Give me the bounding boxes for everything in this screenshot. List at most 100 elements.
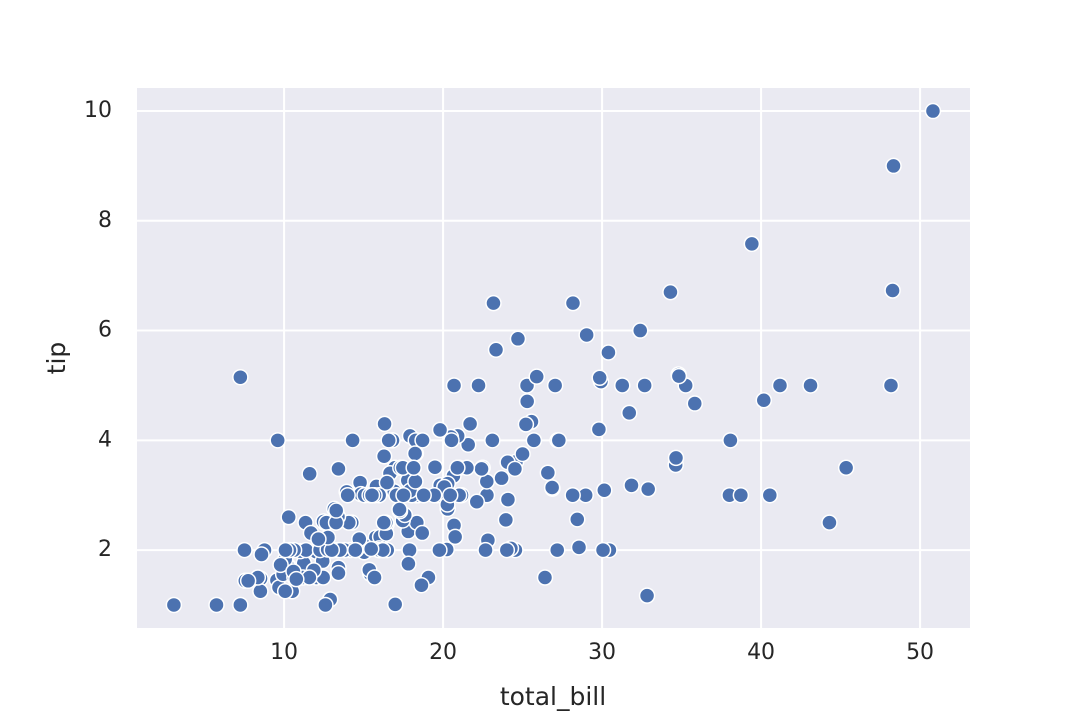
point [546,377,564,394]
x-tick-label: 30 [588,640,616,665]
point [493,469,510,487]
point [885,157,902,175]
point [288,570,305,588]
point [391,501,408,518]
point [600,344,617,361]
x-tick-label: 50 [906,640,934,665]
point [743,235,761,253]
y-axis-label: tip [42,342,71,375]
point [623,477,640,494]
point [317,596,334,614]
point [570,539,588,556]
point [461,415,479,433]
point [498,541,516,559]
point [272,556,289,574]
point [771,377,789,394]
point [802,377,819,394]
point [499,491,517,508]
point [441,486,459,504]
point [548,541,566,559]
point [310,530,327,548]
point [473,460,490,478]
point [239,572,257,590]
point [638,587,656,604]
point [280,508,297,526]
point [375,447,393,465]
x-tick-label: 20 [429,640,457,665]
point [378,474,396,491]
point [301,465,318,483]
point [543,479,561,496]
point [376,415,393,433]
point [477,541,494,559]
point [443,432,460,449]
y-tick-label: 10 [84,98,112,123]
point [761,486,779,504]
point [732,486,750,504]
point [639,480,657,498]
plot-area [137,88,970,628]
point [330,564,347,582]
point [686,395,704,412]
point [386,596,404,613]
point [821,514,838,531]
point [564,486,581,504]
point [366,569,383,586]
point [484,432,501,449]
point [517,416,535,433]
point [514,445,531,463]
point [405,459,422,477]
point [487,341,505,359]
point [413,524,431,542]
point [165,596,183,614]
point [621,404,638,422]
point [253,546,270,563]
point [446,528,464,546]
point [722,432,739,449]
point [662,283,679,301]
point [497,511,515,529]
point [569,511,586,528]
point [407,473,424,490]
point [363,486,381,504]
point [884,282,901,299]
point [631,322,649,339]
point [277,541,294,559]
point [431,541,448,559]
y-tick-label: 6 [98,318,112,343]
point [590,421,608,438]
point [564,294,582,312]
x-axis-label: total_bill [500,682,606,711]
point [347,541,364,559]
point [485,294,502,312]
point [670,367,688,385]
point [252,582,269,600]
point [380,432,397,449]
point [614,377,631,394]
point [426,458,444,476]
point [837,459,855,477]
point [208,596,225,614]
point [667,449,685,467]
x-tick-label: 10 [270,640,298,665]
point [415,486,432,504]
point [276,582,294,600]
point [550,432,568,449]
point [578,326,595,344]
point [636,377,653,394]
point [395,486,412,504]
point [459,436,477,453]
point [506,460,524,478]
point [468,493,486,511]
point [269,432,286,449]
point [528,368,545,385]
point [449,459,466,477]
point [539,464,557,481]
point [375,514,393,531]
point [330,460,347,478]
point [400,555,417,573]
y-tick-label: 2 [98,537,112,562]
point [509,330,527,348]
x-tick-label: 40 [747,640,775,665]
